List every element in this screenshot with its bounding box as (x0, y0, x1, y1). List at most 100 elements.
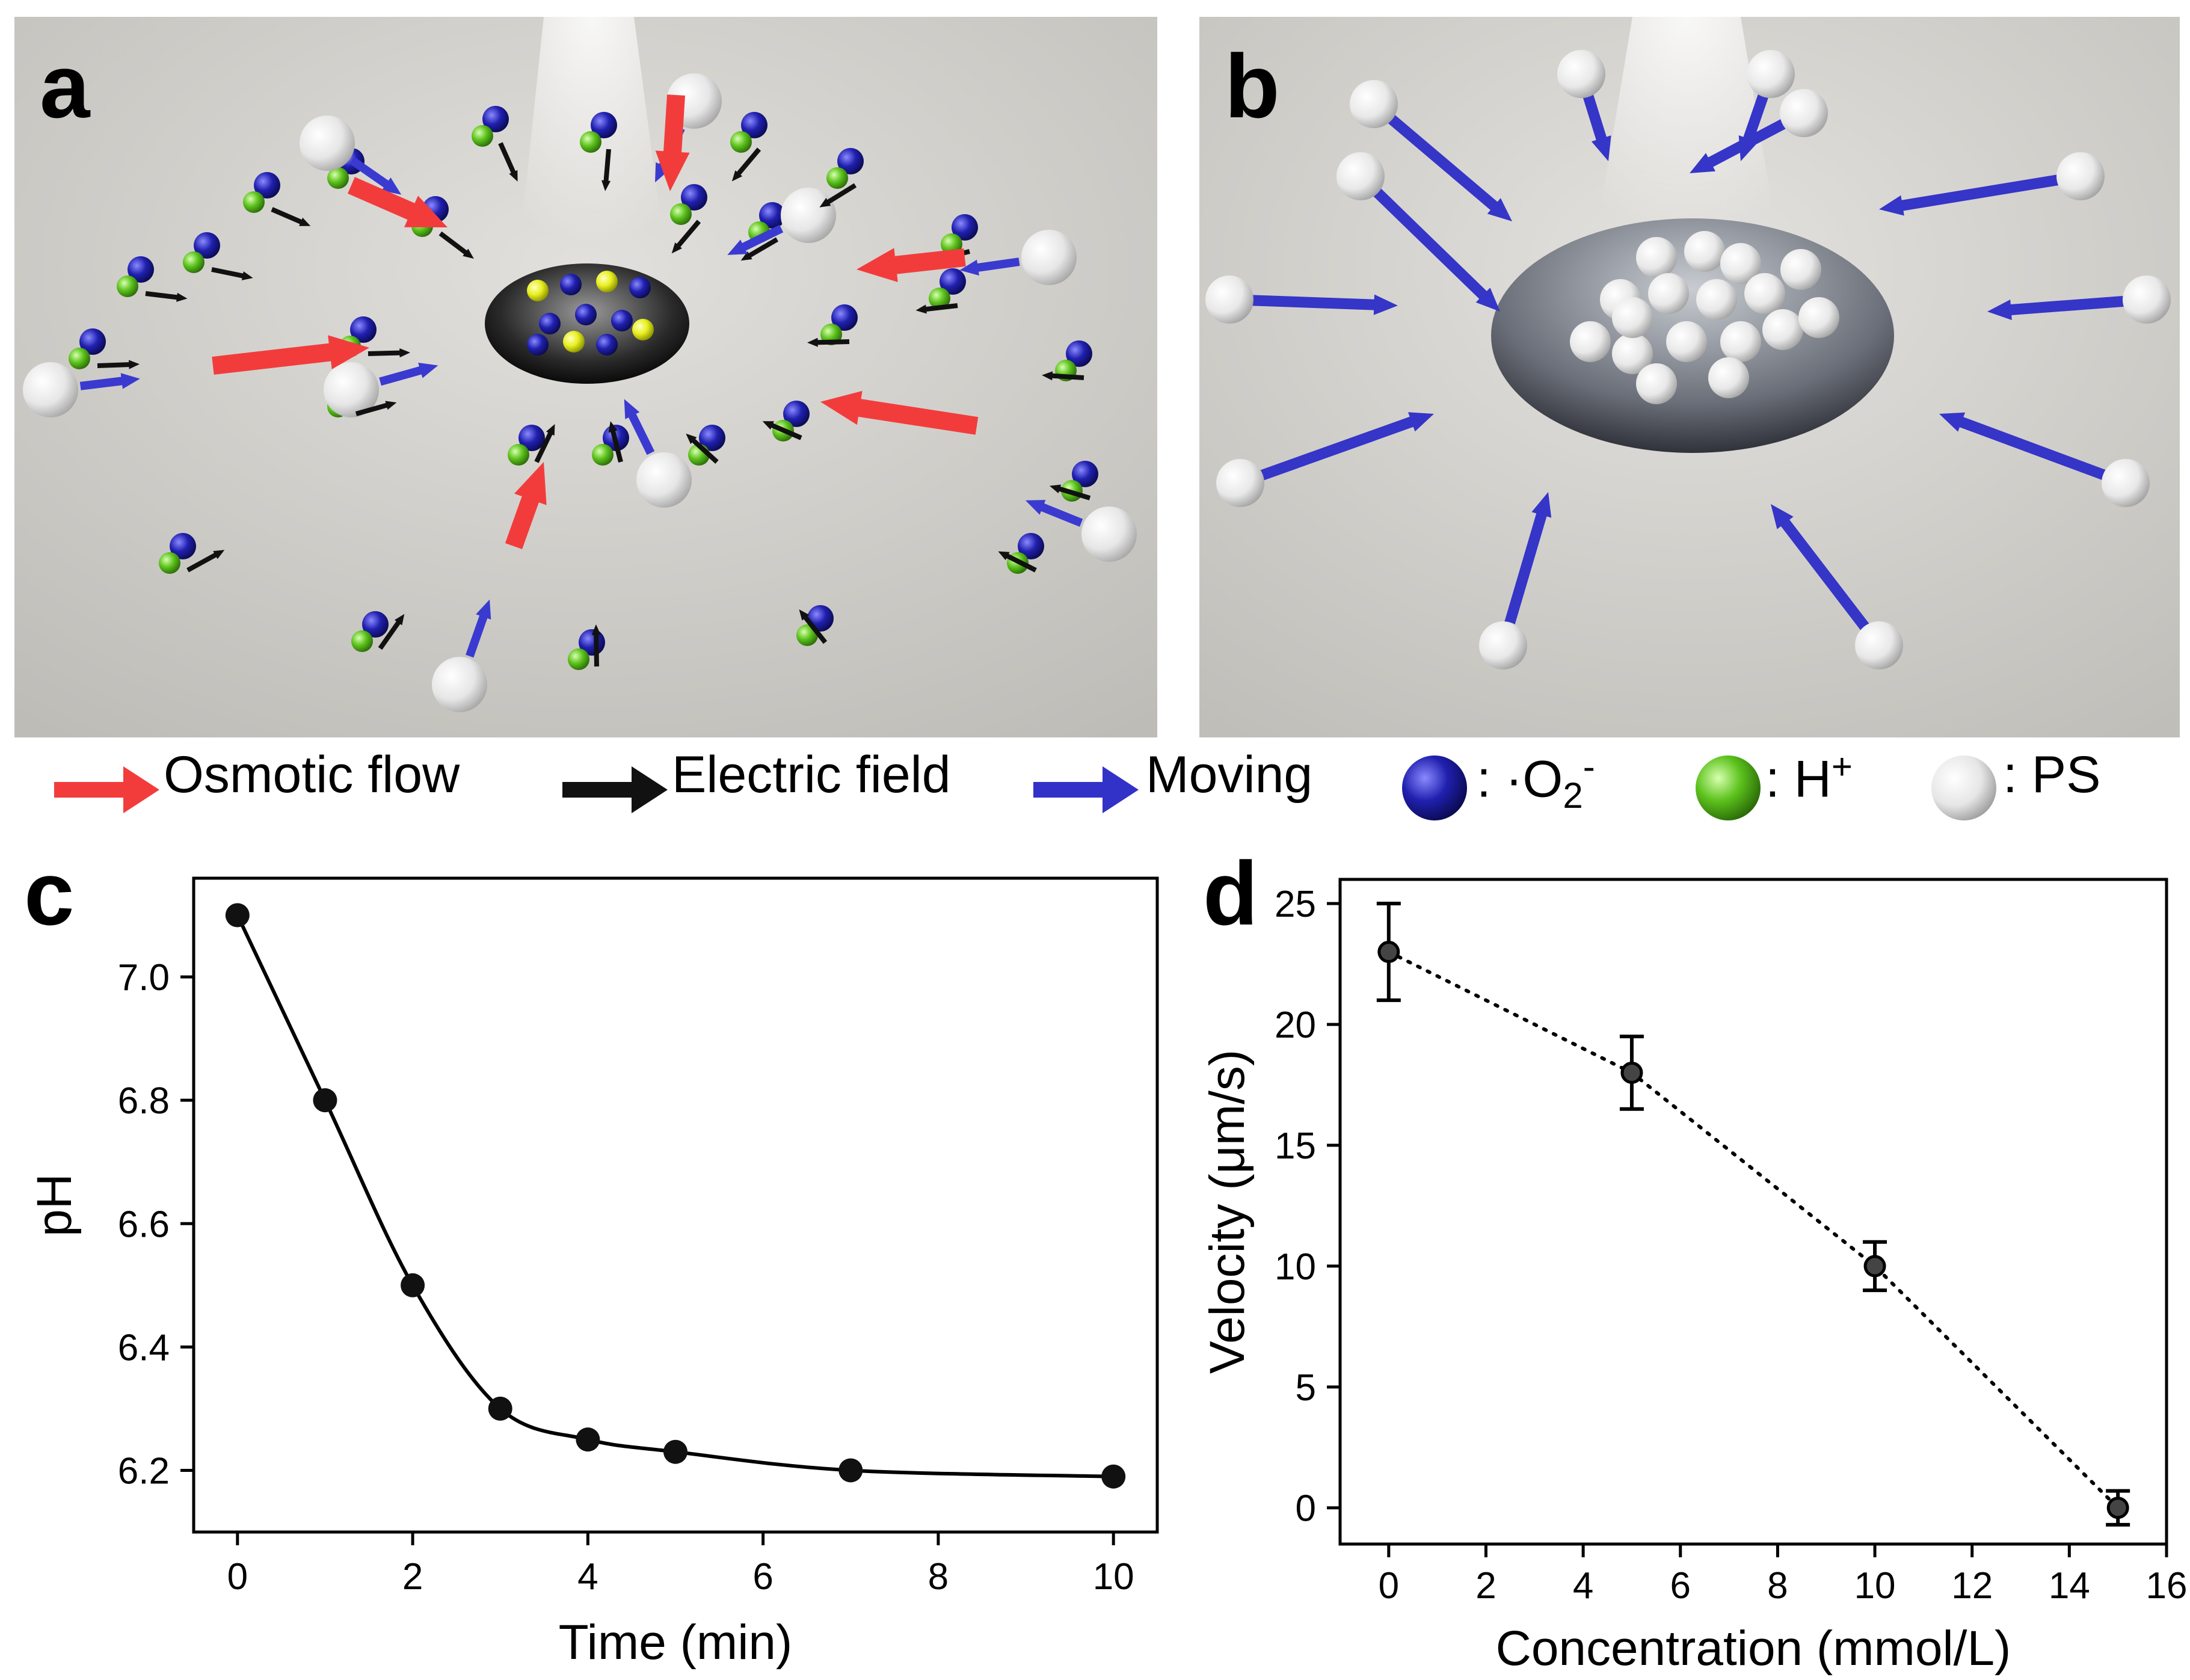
ps-particle (1612, 333, 1653, 374)
x-tick-label: 14 (2049, 1565, 2090, 1607)
disc-particle (575, 304, 597, 325)
electric-field-arrow (378, 614, 405, 650)
osmotic-flow-arrow (212, 335, 369, 375)
proton-sphere-icon (1696, 755, 1761, 820)
electric-field-arrow (998, 551, 1037, 573)
proton-particle (929, 288, 950, 309)
legend-ps: : PS (2003, 746, 2101, 804)
osmotic-flow-arrow (857, 248, 966, 282)
x-tick-label: 12 (1951, 1565, 1993, 1607)
velocity-series-line (1386, 950, 2120, 1510)
legend-superoxide: : ·O2- (1477, 749, 1595, 814)
y-tick-label: 6.2 (118, 1450, 170, 1492)
panel-b-scene (1199, 17, 2180, 737)
ph-data-point (663, 1439, 687, 1464)
superoxide-particle (699, 425, 725, 451)
x-tick-label: 8 (1767, 1565, 1788, 1607)
panel-letter-b: b (1225, 35, 1280, 137)
ps-particle (1612, 297, 1653, 338)
y-tick-label: 15 (1275, 1125, 1316, 1167)
moving-arrow (959, 257, 1020, 276)
ps-particle (432, 657, 487, 712)
electric-field-arrow (534, 424, 555, 463)
superoxide-particle (741, 112, 767, 138)
electric-field-arrow (799, 609, 828, 644)
velocity-data-point (1620, 1061, 1643, 1084)
legend-moving: Moving (1146, 746, 1313, 804)
x-tick-label: 0 (1379, 1565, 1399, 1607)
y-tick-label: 0 (1296, 1488, 1316, 1530)
proton-particle (243, 191, 265, 213)
ps-particle (324, 362, 379, 417)
osmotic-flow-arrow (820, 390, 979, 435)
superoxide-sphere-icon (1402, 755, 1467, 820)
superoxide-particle (194, 232, 220, 259)
moving-arrow (727, 224, 784, 255)
ps-particle (1570, 321, 1611, 362)
legend-superoxide-sub: 2 (1563, 775, 1583, 816)
panel-letter-d: d (1203, 843, 1258, 944)
disc-particle (596, 334, 618, 355)
ph-data-point (1101, 1464, 1126, 1489)
electric-field-arrow (671, 220, 701, 254)
velocity-data-point (2106, 1497, 2129, 1519)
proton-particle (568, 648, 589, 670)
moving-arrow (624, 399, 655, 455)
superoxide-particle (79, 328, 106, 355)
chart-c-plot: 0 2 4 6 8 10 6.2 6.4 6.6 6.8 7.0 Time (min) pH (27, 876, 1159, 1670)
ps-particle (1762, 309, 1803, 350)
proton-particle (69, 348, 90, 369)
x-tick-label: 8 (928, 1556, 949, 1598)
ps-particle (1081, 506, 1137, 562)
electric-field-arrow-icon (562, 766, 668, 813)
superoxide-particle (591, 112, 617, 138)
x-tick-label: 0 (227, 1556, 248, 1598)
electric-field-arrow (740, 237, 778, 261)
disc-particle (629, 277, 651, 298)
disc-particle (527, 334, 549, 355)
ps-particle (636, 452, 692, 508)
panel-letter-a: a (40, 35, 90, 137)
ps-particle (1336, 152, 1385, 200)
ps-particle (1021, 230, 1077, 285)
proton-particle (592, 444, 614, 466)
superoxide-particle (940, 268, 966, 295)
ps-particle (1708, 357, 1749, 398)
electric-field-arrow (1042, 371, 1084, 381)
y-tick-label: 6.6 (118, 1204, 170, 1245)
velocity-data-point (1377, 941, 1400, 964)
y-tick-label: 20 (1275, 1005, 1316, 1046)
moving-arrow (1229, 294, 1398, 315)
moving-arrow (466, 599, 491, 658)
electric-field-arrow (186, 550, 225, 573)
ps-particle (1780, 89, 1828, 137)
ps-particle (1666, 321, 1707, 362)
electric-field-arrow (601, 149, 611, 191)
proton-particle (670, 203, 692, 225)
superoxide-particle (482, 106, 509, 132)
x-tick-label: 4 (577, 1556, 598, 1598)
ps-particle (781, 188, 836, 243)
moving-arrow (349, 156, 402, 195)
superoxide-particle (759, 202, 786, 229)
ph-series-line (236, 914, 1114, 1478)
chart-d: 0 2 4 6 8 10 12 14 16 0 5 10 15 20 25 Concentration (mm… (1179, 836, 2190, 1680)
panel-a-scene (14, 17, 1157, 737)
superoxide-particle (128, 256, 154, 283)
legend-electric-field: Electric field (672, 746, 951, 804)
ps-particle (1744, 273, 1785, 314)
proton-particle (351, 630, 373, 652)
moving-arrow (1356, 172, 1500, 312)
moving-arrow (1771, 504, 1884, 649)
ps-particle (1636, 237, 1677, 278)
superoxide-particle (1066, 340, 1092, 367)
superoxide-particle (1072, 461, 1098, 487)
moving-arrow (1939, 412, 2128, 488)
ps-particle (1720, 321, 1761, 362)
electric-field-arrow (819, 183, 857, 208)
legend-osmotic-flow: Osmotic flow (164, 746, 460, 804)
ps-particle (1720, 243, 1761, 284)
moving-arrow (1025, 500, 1083, 527)
ps-particle (2102, 459, 2150, 507)
ps-sphere-icon (1931, 755, 1996, 820)
